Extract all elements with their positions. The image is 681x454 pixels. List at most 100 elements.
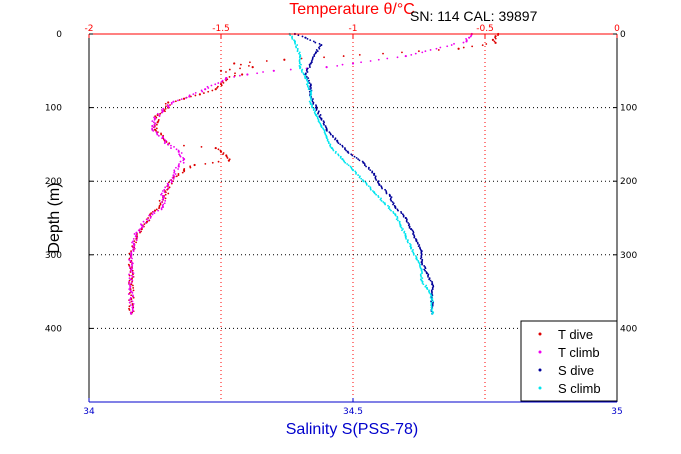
data-point <box>408 226 411 229</box>
data-point <box>497 34 499 37</box>
data-point <box>315 115 318 118</box>
data-point <box>388 194 392 198</box>
data-point <box>131 275 134 278</box>
data-point <box>153 209 157 212</box>
left-tick-label: 300 <box>45 251 62 261</box>
data-point <box>239 63 242 66</box>
data-point <box>407 241 409 244</box>
data-point <box>401 229 403 232</box>
data-point <box>301 35 304 38</box>
data-point <box>127 293 130 295</box>
data-point <box>375 193 378 196</box>
data-point <box>167 101 170 104</box>
data-point <box>171 176 174 179</box>
data-point <box>219 150 223 153</box>
data-point <box>144 222 147 224</box>
data-point <box>326 130 328 132</box>
bottom-tick-label: 35 <box>611 407 622 417</box>
data-point <box>362 180 365 183</box>
data-point <box>308 82 311 84</box>
data-point <box>315 49 318 51</box>
data-point <box>238 74 241 77</box>
data-point <box>305 76 308 78</box>
data-point <box>133 233 136 235</box>
data-point <box>164 110 166 113</box>
data-point <box>358 176 361 179</box>
data-point <box>214 83 217 86</box>
top-tick-label: -1.5 <box>212 24 230 34</box>
data-point <box>316 50 319 53</box>
data-point <box>323 123 325 126</box>
data-point <box>129 291 131 294</box>
data-point <box>365 183 368 186</box>
data-point <box>163 191 166 194</box>
data-point <box>426 288 429 291</box>
series-s-climb <box>288 32 435 315</box>
data-point <box>183 144 185 147</box>
data-point <box>481 44 484 47</box>
data-point <box>298 62 301 65</box>
data-point <box>437 49 440 51</box>
data-point <box>429 296 432 299</box>
data-point <box>228 68 231 71</box>
data-point <box>384 203 387 206</box>
legend-marker <box>538 332 542 336</box>
data-point <box>136 236 139 239</box>
data-point <box>295 46 298 49</box>
data-point <box>204 88 207 91</box>
data-point <box>304 36 307 39</box>
data-point <box>149 217 152 219</box>
data-point <box>130 282 133 284</box>
data-point <box>169 104 171 106</box>
data-point <box>312 103 315 105</box>
data-point <box>399 225 402 228</box>
data-point <box>128 309 131 311</box>
data-point <box>391 201 394 203</box>
data-point <box>360 61 362 64</box>
data-point <box>421 277 424 280</box>
data-point <box>410 247 412 250</box>
data-point <box>298 52 300 55</box>
data-point <box>421 272 423 275</box>
data-point <box>164 193 167 196</box>
data-point <box>177 174 180 176</box>
data-point <box>233 62 236 65</box>
data-point <box>326 139 329 142</box>
data-point <box>194 91 197 94</box>
data-point <box>161 137 163 140</box>
legend-label: T dive <box>558 327 593 342</box>
data-point <box>131 279 134 282</box>
data-point <box>485 43 488 45</box>
data-point <box>129 256 132 259</box>
data-point <box>439 46 442 49</box>
legend: T dive T climb S dive S climb <box>520 320 618 402</box>
data-point <box>161 194 165 198</box>
data-point <box>380 199 383 202</box>
data-point <box>407 222 409 224</box>
right-tick-label: 200 <box>620 177 637 187</box>
data-point <box>182 161 185 164</box>
right-tick-label: 400 <box>620 324 637 334</box>
data-point <box>378 183 381 186</box>
data-point <box>301 71 303 73</box>
data-point <box>430 299 433 302</box>
data-point <box>217 148 220 151</box>
data-point <box>312 109 315 111</box>
data-point <box>365 165 367 168</box>
data-point <box>167 187 169 190</box>
data-point <box>207 87 210 89</box>
data-point <box>185 96 187 99</box>
data-point <box>132 284 134 287</box>
data-point <box>405 237 408 240</box>
data-point <box>158 115 161 118</box>
data-point <box>217 85 219 88</box>
data-point <box>342 55 345 57</box>
left-tick-label: 200 <box>45 177 62 187</box>
data-point <box>375 179 378 181</box>
data-point <box>167 192 170 195</box>
data-point <box>174 173 177 175</box>
data-point <box>416 242 419 245</box>
data-point <box>217 82 220 84</box>
data-point <box>392 203 394 206</box>
header-note: SN: 114 CAL: 39897 <box>410 8 538 24</box>
